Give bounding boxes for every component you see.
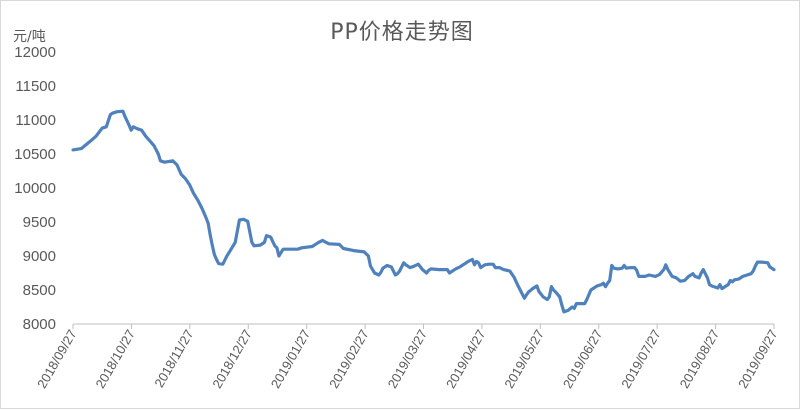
y-tick-label: 8500	[23, 282, 56, 299]
y-tick-label: 10500	[14, 146, 56, 163]
x-tick-label: 2018/12/27	[209, 327, 255, 391]
x-tick-label: 2019/09/27	[735, 327, 781, 391]
x-tick-label: 2019/06/27	[560, 327, 606, 391]
x-tick-label: 2018/09/27	[34, 327, 80, 391]
x-tick-label: 2018/11/27	[151, 327, 196, 390]
chart-title: PP价格走势图	[330, 20, 474, 45]
x-tick-label: 2018/10/27	[92, 327, 138, 391]
y-tick-label: 12000	[14, 44, 56, 61]
x-tick-label: 2019/07/27	[618, 327, 664, 391]
price-series-line	[71, 109, 776, 314]
y-axis-ticks: 8000 8500 9000 9500 10000 10500 11000 11500 1200…	[14, 44, 56, 333]
y-tick-label: 9000	[23, 248, 56, 265]
y-axis-unit: 元/吨	[13, 29, 46, 45]
x-tick-label: 2019/05/27	[501, 327, 547, 391]
x-axis-ticks: 2018/09/27 2018/10/27 2018/11/27 2018/12/27…	[34, 324, 781, 391]
x-tick-label: 2019/03/27	[385, 327, 431, 391]
x-tick-label: 2019/04/27	[443, 327, 489, 391]
y-tick-label: 10000	[14, 180, 56, 197]
y-tick-label: 9500	[23, 214, 56, 231]
y-tick-label: 11500	[15, 78, 56, 95]
x-tick-label: 2019/01/27	[268, 327, 314, 391]
y-tick-label: 8000	[23, 316, 56, 333]
x-tick-label: 2019/08/27	[677, 327, 723, 391]
y-tick-label: 11000	[15, 112, 56, 129]
x-tick-label: 2019/02/27	[326, 327, 372, 391]
